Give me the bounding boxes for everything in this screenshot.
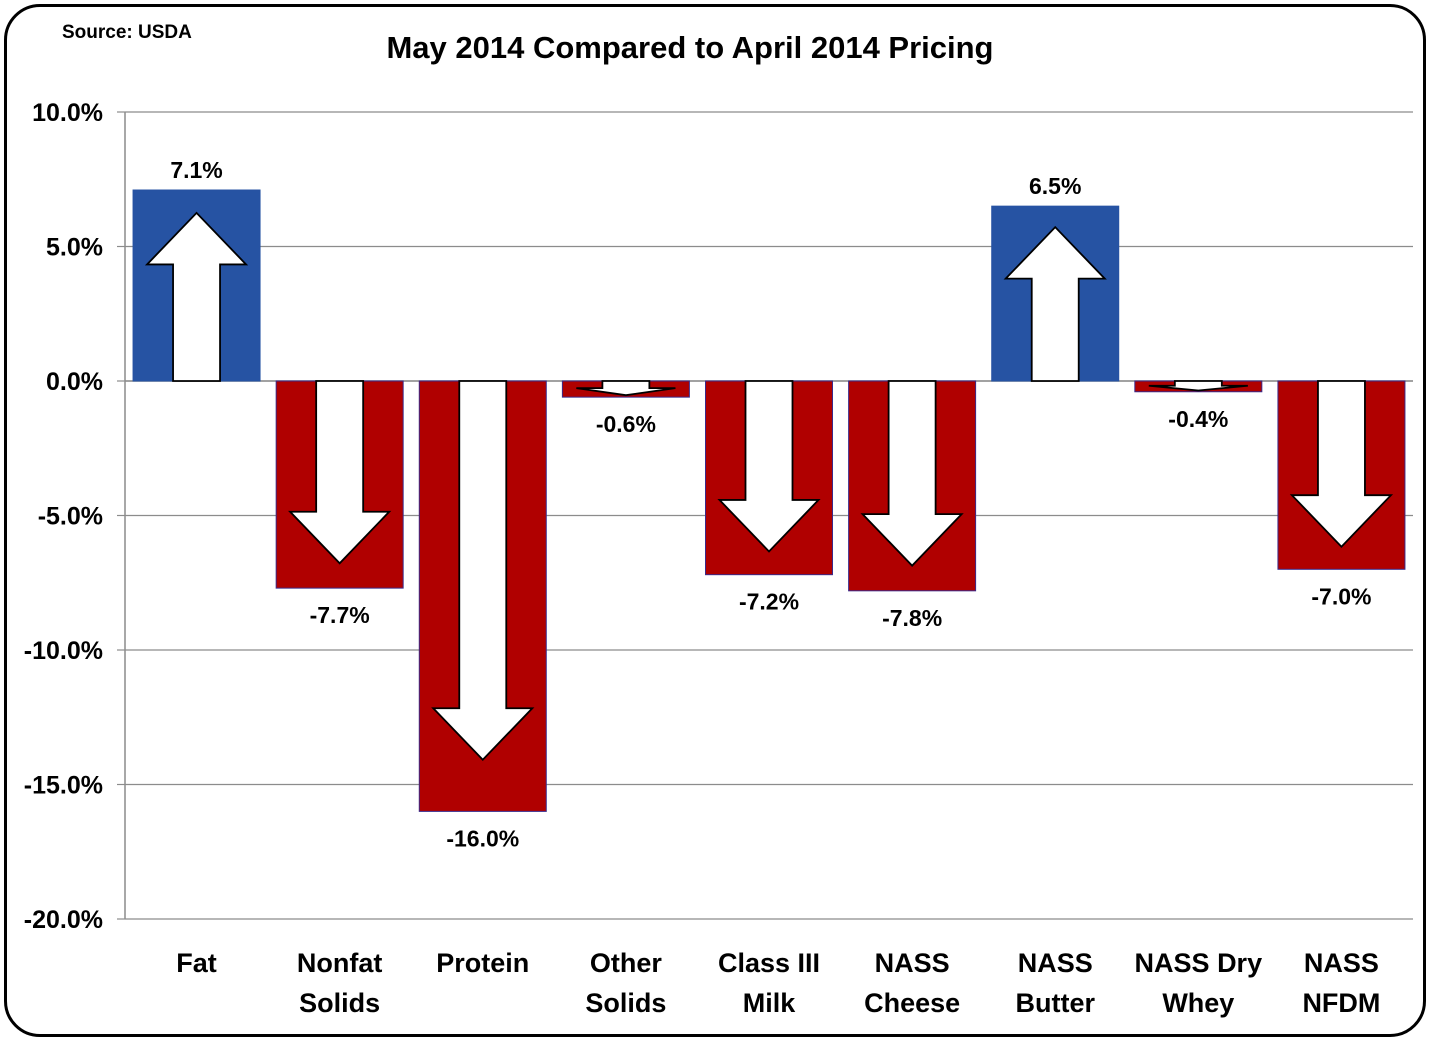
x-axis: Fat Nonfat Solids Protein Other Solids Class I…: [176, 948, 1380, 1018]
y-tick-label: -15.0%: [24, 772, 103, 800]
data-label: 6.5%: [1029, 173, 1081, 199]
data-label: -7.8%: [882, 605, 942, 631]
data-label: -7.7%: [310, 602, 370, 628]
x-tick-label: Butter: [1015, 988, 1095, 1018]
y-tick-label: 10.0%: [32, 99, 103, 127]
down-arrow-icon: [717, 380, 821, 553]
bars: 7.1% -7.7% -16.0% -0.6% -7.2% -7.8% 6.5% -0.4% -…: [132, 157, 1406, 851]
down-arrow-icon: [288, 380, 392, 565]
down-arrow-icon: [1289, 380, 1394, 549]
y-tick-label: 0.0%: [46, 368, 103, 396]
down-arrow-icon: [860, 380, 964, 567]
data-label: -7.0%: [1311, 583, 1371, 609]
x-tick-label: NASS: [875, 948, 950, 978]
x-tick-label: Solids: [585, 988, 666, 1018]
x-tick-label: Fat: [176, 948, 217, 978]
x-tick-label: Protein: [436, 948, 529, 978]
up-arrow-icon: [1003, 225, 1107, 382]
down-arrow-icon: [576, 380, 676, 397]
x-tick-label: Nonfat: [297, 948, 382, 978]
y-tick-label: -5.0%: [38, 503, 103, 531]
x-tick-label: Cheese: [864, 988, 960, 1018]
data-label: 7.1%: [170, 157, 222, 183]
x-tick-label: Whey: [1162, 988, 1234, 1018]
x-tick-label: NFDM: [1302, 988, 1380, 1018]
data-label: -0.6%: [596, 411, 656, 437]
down-arrow-icon: [1148, 380, 1248, 392]
down-arrow-icon: [431, 380, 535, 762]
x-tick-label: NASS Dry: [1135, 948, 1263, 978]
source-note: Source: USDA: [62, 22, 192, 43]
y-axis: 10.0% 5.0% 0.0% -5.0% -10.0% -15.0% -20.0%: [24, 99, 126, 934]
x-tick-label: Class III: [718, 948, 820, 978]
data-label: -7.2%: [739, 589, 799, 615]
y-tick-label: 5.0%: [46, 234, 103, 262]
x-tick-label: Milk: [743, 988, 796, 1018]
up-arrow-icon: [144, 211, 249, 382]
x-tick-label: NASS: [1304, 948, 1379, 978]
data-label: -16.0%: [446, 825, 519, 851]
x-tick-label: Other: [590, 948, 663, 978]
x-tick-label: NASS: [1018, 948, 1093, 978]
data-label: -0.4%: [1168, 406, 1228, 432]
y-tick-label: -10.0%: [24, 637, 103, 665]
y-tick-label: -20.0%: [24, 906, 103, 934]
x-tick-label: Solids: [299, 988, 380, 1018]
chart-title: May 2014 Compared to April 2014 Pricing: [386, 30, 994, 65]
